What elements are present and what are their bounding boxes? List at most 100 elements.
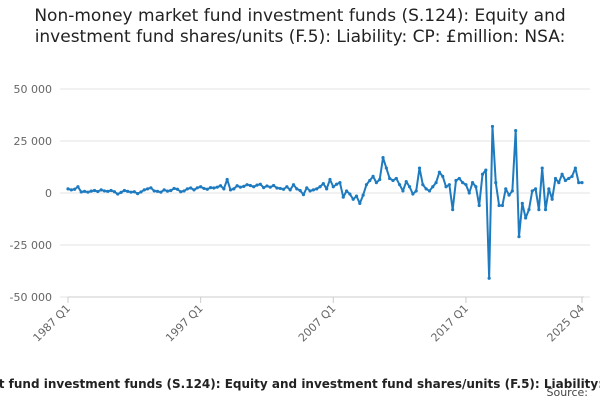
point <box>245 183 249 187</box>
source: Source: <box>547 386 589 399</box>
point <box>338 181 342 185</box>
x-tick-label: 1987 Q1 <box>31 302 74 345</box>
point <box>162 188 166 192</box>
point <box>388 176 392 181</box>
point <box>510 189 514 193</box>
point <box>321 182 325 186</box>
point <box>480 172 485 176</box>
point <box>238 185 243 189</box>
point <box>570 174 574 178</box>
point <box>235 184 239 188</box>
point <box>265 184 269 188</box>
point <box>504 187 508 191</box>
point <box>228 188 233 192</box>
point <box>288 188 292 192</box>
point <box>457 176 461 181</box>
point <box>66 187 70 191</box>
point <box>417 166 422 170</box>
point <box>149 186 153 190</box>
point <box>484 168 488 172</box>
y-tick-label: -50 000 <box>10 291 52 304</box>
point <box>520 201 524 205</box>
y-tick-label: 25 000 <box>14 135 53 148</box>
point <box>490 124 495 129</box>
point <box>553 176 558 181</box>
point <box>122 188 126 193</box>
point <box>215 185 219 189</box>
point <box>550 197 554 201</box>
point <box>202 186 206 191</box>
point <box>563 178 568 183</box>
point <box>524 216 528 220</box>
point <box>404 179 408 184</box>
point <box>291 183 296 187</box>
point <box>301 193 306 197</box>
y-tick-label: 0 <box>45 187 52 200</box>
point <box>142 188 146 192</box>
point <box>262 185 266 190</box>
point <box>272 183 276 188</box>
point <box>76 185 80 189</box>
point <box>155 189 160 193</box>
point <box>364 183 369 187</box>
point <box>295 187 299 191</box>
point <box>441 174 445 178</box>
point <box>421 183 425 187</box>
point <box>560 172 564 176</box>
point <box>129 190 133 194</box>
point <box>464 183 468 187</box>
point <box>378 177 382 182</box>
point <box>139 190 143 194</box>
point <box>248 183 252 188</box>
point <box>517 235 521 239</box>
point <box>401 189 405 193</box>
point <box>199 185 203 189</box>
point <box>185 187 189 191</box>
point <box>527 208 531 212</box>
point <box>106 189 110 193</box>
point <box>368 178 372 183</box>
point <box>92 188 97 193</box>
point <box>109 188 113 193</box>
point <box>384 166 388 170</box>
point <box>152 189 156 193</box>
point <box>268 185 272 189</box>
point <box>112 190 117 194</box>
point <box>285 185 289 189</box>
point <box>537 208 541 212</box>
point <box>497 203 501 208</box>
point <box>454 178 458 183</box>
point <box>96 189 100 194</box>
point <box>434 181 438 185</box>
point <box>126 189 130 193</box>
point <box>351 197 355 201</box>
point <box>136 192 140 196</box>
point <box>205 187 209 191</box>
point <box>315 187 319 191</box>
point <box>470 181 475 185</box>
point <box>573 166 577 170</box>
point <box>212 186 216 190</box>
point <box>394 176 398 181</box>
point <box>232 187 236 191</box>
point <box>540 166 544 170</box>
point <box>547 187 551 191</box>
point <box>361 193 365 197</box>
point <box>461 181 465 185</box>
point <box>530 189 534 193</box>
x-tick-label: 1997 Q1 <box>163 302 206 345</box>
point <box>145 187 150 191</box>
point <box>500 203 505 208</box>
point <box>218 184 223 188</box>
chart-title: Non-money market fund investment funds (… <box>34 6 566 47</box>
point <box>414 189 418 193</box>
point <box>305 186 309 190</box>
series-line <box>67 125 582 280</box>
point <box>252 185 256 189</box>
point <box>89 189 93 193</box>
point <box>255 183 259 187</box>
point <box>119 190 123 194</box>
legend-entry: Non-money market fund investment funds (… <box>0 377 600 391</box>
point <box>431 185 435 189</box>
point <box>195 186 199 190</box>
